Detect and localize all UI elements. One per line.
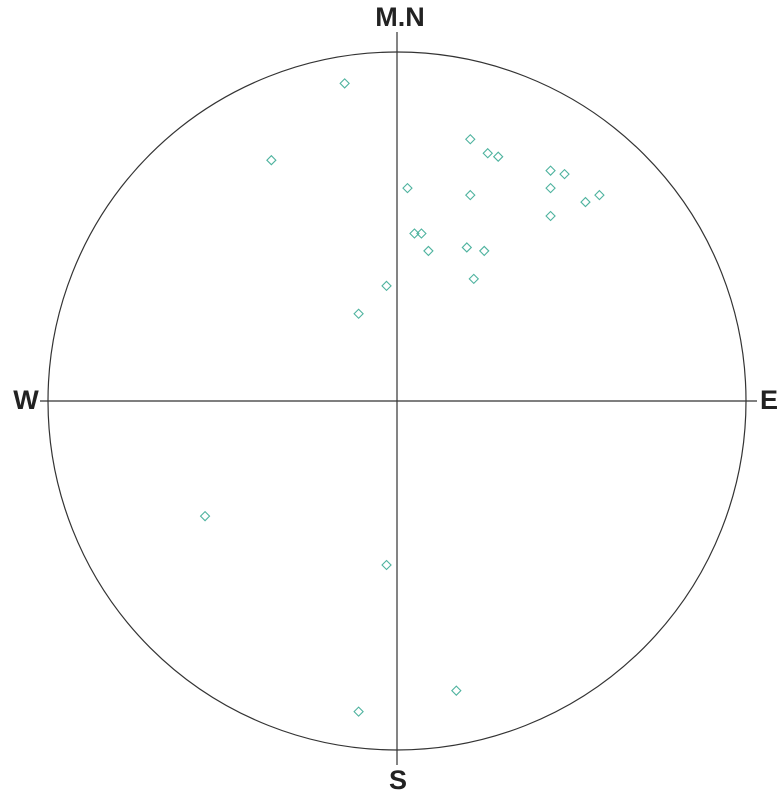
point (580, 196, 591, 208)
point (381, 559, 392, 571)
point (559, 168, 570, 180)
point (492, 151, 504, 162)
point (594, 189, 605, 201)
point (266, 154, 277, 166)
point (545, 210, 556, 222)
point (478, 245, 490, 257)
point (465, 189, 476, 201)
point (381, 280, 392, 292)
point (423, 245, 434, 257)
point (465, 133, 476, 145)
point (461, 242, 473, 253)
west-label: W (13, 385, 39, 415)
point (199, 510, 211, 522)
north-label: M.N (375, 2, 425, 32)
point (545, 165, 556, 176)
point (353, 308, 364, 320)
east-label: E (760, 385, 778, 415)
point (482, 147, 494, 159)
point (339, 78, 350, 89)
point (416, 228, 427, 239)
point (402, 182, 413, 194)
south-label: S (389, 765, 407, 795)
point (468, 273, 480, 285)
point (409, 228, 420, 239)
point (451, 685, 462, 696)
point (545, 182, 556, 194)
point (353, 706, 364, 717)
